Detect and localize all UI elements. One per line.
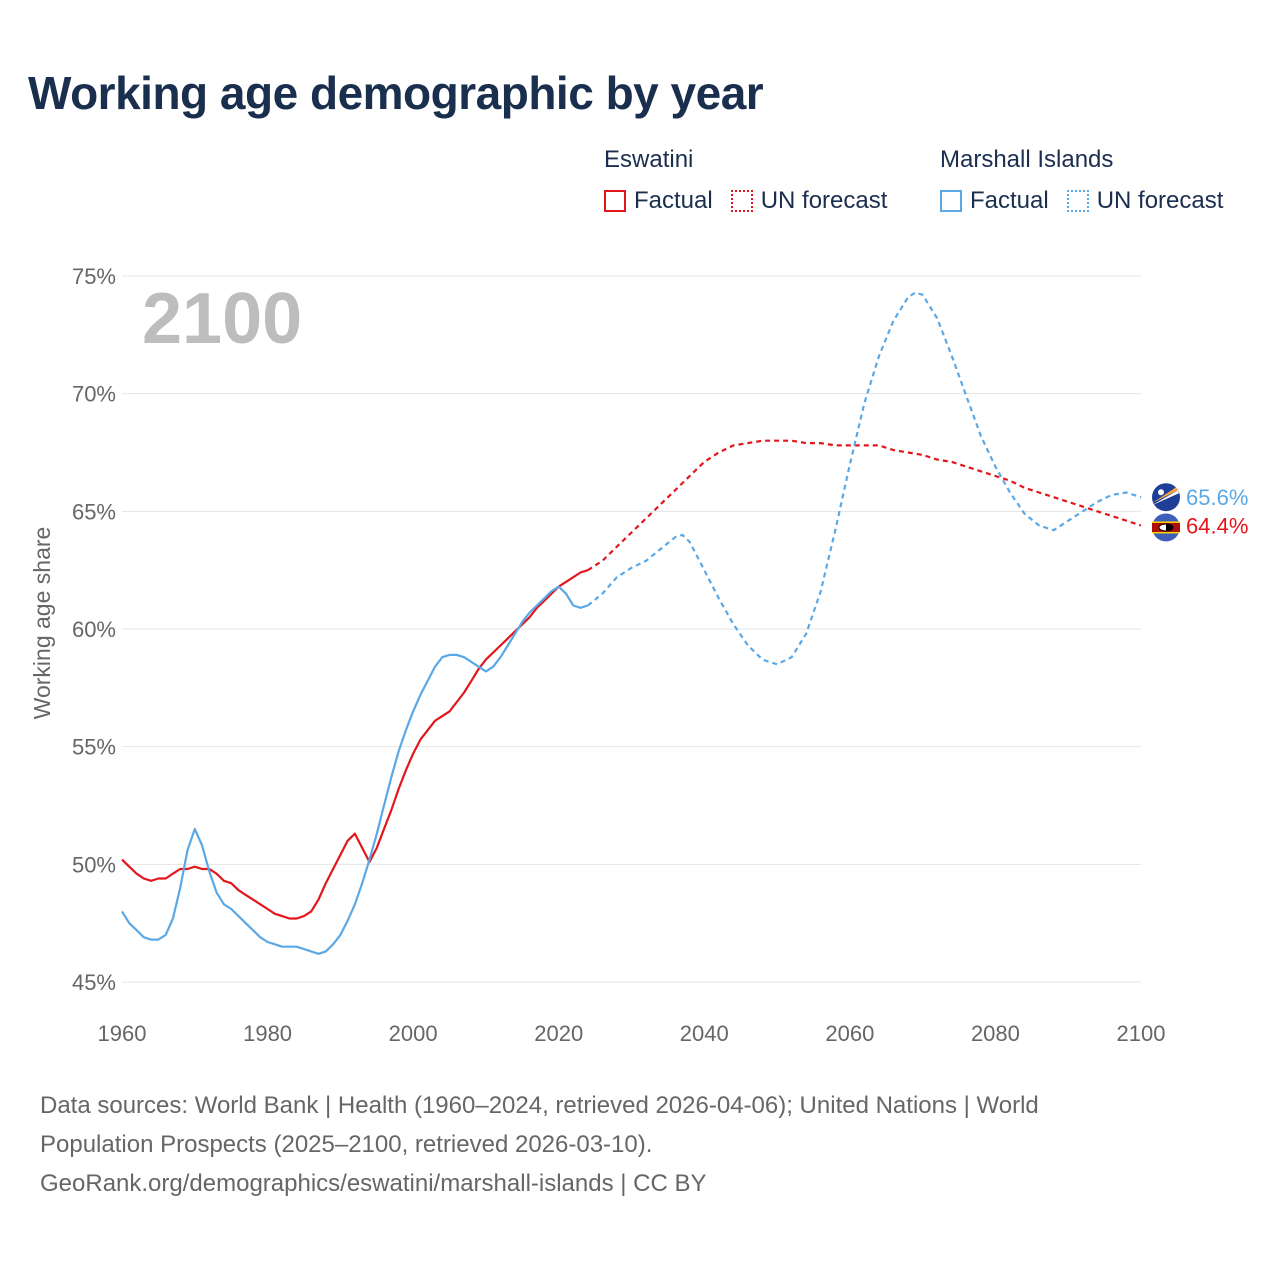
x-tick-label: 2000 xyxy=(389,1021,438,1046)
end-value-label: 64.4% xyxy=(1186,513,1248,538)
x-tick-labels: 1960 1980 2000 2020 2040 2060 2080 2100 xyxy=(98,1021,1166,1046)
y-tick-label: 65% xyxy=(72,499,116,524)
legend-eswatini-name: Eswatini xyxy=(604,146,694,173)
chart-title: Working age demographic by year xyxy=(28,67,764,119)
legend-marshall-islands-factual[interactable]: Factual xyxy=(940,187,1049,215)
y-tick-label: 55% xyxy=(72,735,116,760)
legend-eswatini-factual[interactable]: Factual xyxy=(604,187,713,215)
y-axis-label: Working age share xyxy=(29,527,55,720)
grid-lines xyxy=(122,275,1141,983)
legend-eswatini-forecast[interactable]: UN forecast xyxy=(730,187,888,215)
series-line-forecast-0[interactable] xyxy=(587,439,1142,572)
series-line-factual-1[interactable] xyxy=(121,585,589,955)
y-tick-label: 75% xyxy=(72,264,116,289)
series-line-factual-0[interactable] xyxy=(121,569,589,920)
x-tick-label: 1980 xyxy=(243,1021,292,1046)
legend-eswatini-forecast-swatch xyxy=(730,190,753,212)
y-tick-labels: 45% 50% 55% 60% 65% 70% 75% xyxy=(72,264,116,995)
x-tick-label: 2060 xyxy=(825,1021,874,1046)
y-tick-label: 45% xyxy=(72,970,116,995)
legend-marshall-islands-name: Marshall Islands xyxy=(940,146,1114,173)
x-tick-label: 2100 xyxy=(1117,1021,1166,1046)
footer-line-3[interactable]: GeoRank.org/demographics/eswatini/marsha… xyxy=(40,1170,707,1197)
legend-marshall-islands: Marshall Islands Factual UN forecast xyxy=(940,145,1241,217)
line-chart: 2100 45% 50% 55% 60% 65% 70% 75% 1960 1980 2000 2… xyxy=(29,264,1248,1046)
x-tick-label: 2080 xyxy=(971,1021,1020,1046)
y-tick-label: 70% xyxy=(72,382,116,407)
legend-eswatini-factual-swatch xyxy=(604,190,626,212)
legend-eswatini-forecast-label: UN forecast xyxy=(760,187,888,214)
legend-marshall-islands-factual-label: Factual xyxy=(970,187,1049,214)
legend-eswatini-factual-label: Factual xyxy=(634,187,713,214)
legend-eswatini: Eswatini Factual UN forecast xyxy=(604,145,905,217)
end-value-label: 65.6% xyxy=(1186,485,1248,510)
x-tick-label: 2040 xyxy=(680,1021,729,1046)
footer-line-1: Data sources: World Bank | Health (1960–… xyxy=(40,1092,1039,1119)
legend-marshall-islands-forecast-label: UN forecast xyxy=(1096,187,1224,214)
end-markers: 64.4% 65.6% xyxy=(1152,483,1248,542)
year-watermark: 2100 xyxy=(142,279,302,359)
marshall-islands-flag-icon xyxy=(1152,483,1180,512)
x-tick-label: 2020 xyxy=(534,1021,583,1046)
y-tick-label: 50% xyxy=(72,852,116,877)
legend-marshall-islands-forecast-swatch xyxy=(1066,190,1089,212)
series-line-forecast-1[interactable] xyxy=(587,291,1142,666)
eswatini-flag-icon xyxy=(1152,513,1180,542)
legend-marshall-islands-forecast[interactable]: UN forecast xyxy=(1066,187,1224,215)
series-lines xyxy=(121,291,1142,955)
y-tick-label: 60% xyxy=(72,617,116,642)
footer-sources: Data sources: World Bank | Health (1960–… xyxy=(40,1086,1220,1203)
x-tick-label: 1960 xyxy=(98,1021,147,1046)
legend-marshall-islands-factual-swatch xyxy=(940,190,962,212)
footer-line-2: Population Prospects (2025–2100, retriev… xyxy=(40,1131,653,1158)
